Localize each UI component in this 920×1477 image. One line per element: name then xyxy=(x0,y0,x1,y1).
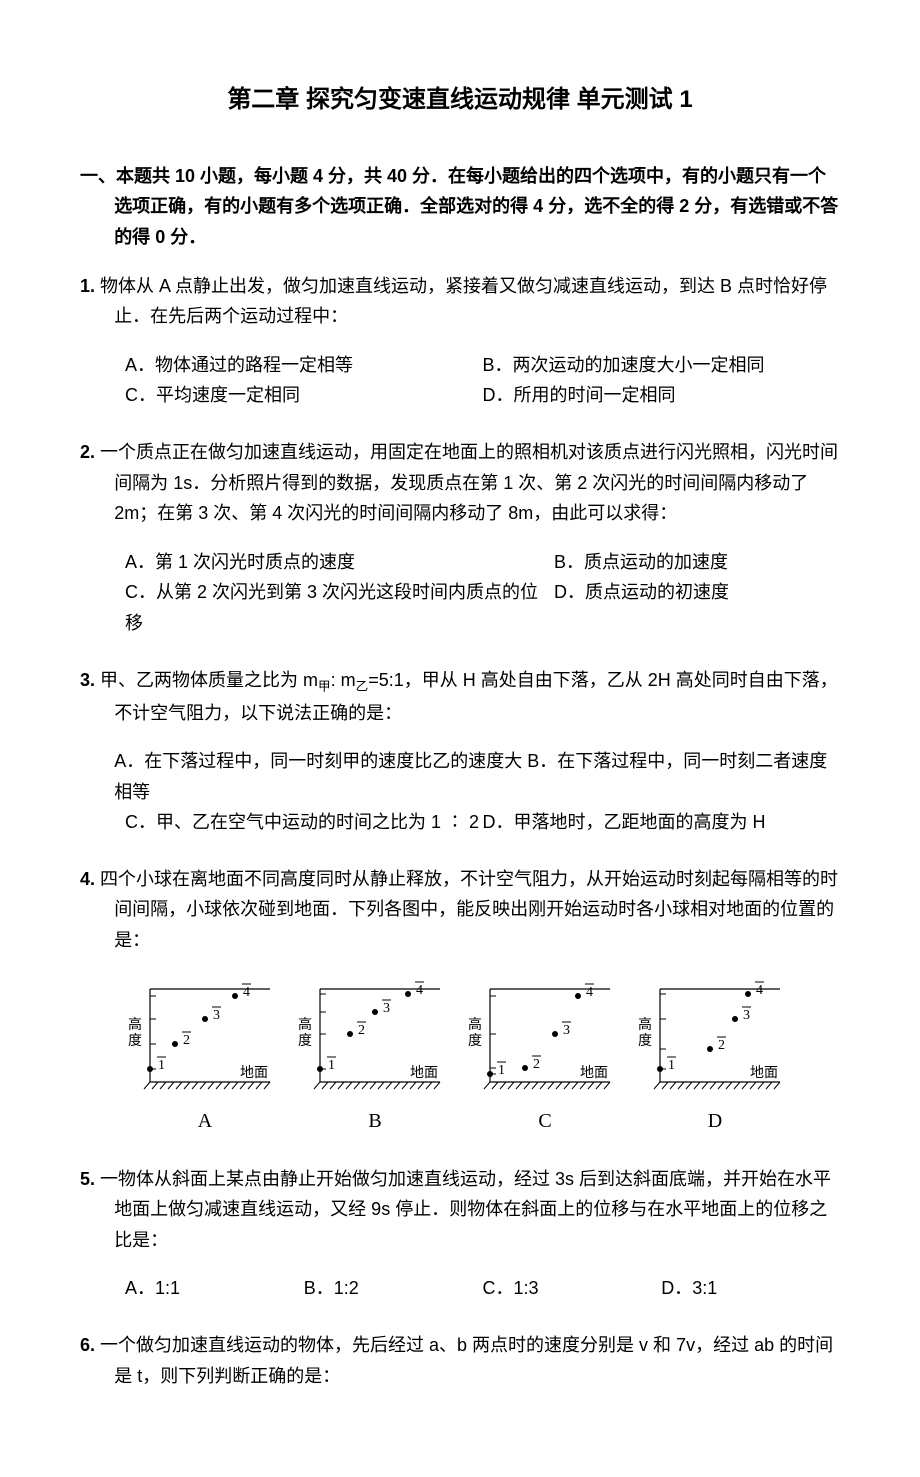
q3-option-a: A．在下落过程中，同一时刻甲的速度比乙的速度大 xyxy=(114,751,522,771)
q6-stem: 6. 一个做匀加速直线运动的物体，先后经过 a、b 两点时的速度分别是 v 和 … xyxy=(114,1330,840,1391)
svg-text:3: 3 xyxy=(743,1008,750,1023)
question-3: 3. 甲、乙两物体质量之比为 m甲: m乙=5:1，甲从 H 高处自由下落，乙从… xyxy=(80,665,840,838)
svg-text:高度: 高度 xyxy=(128,1016,142,1049)
q5-option-a: A．1:1 xyxy=(125,1273,304,1304)
q2-option-c: C．从第 2 次闪光到第 3 次闪光这段时间内质点的位移 xyxy=(125,577,554,638)
q1-option-c: C．平均速度一定相同 xyxy=(125,380,483,411)
q4-panel-a: 高度地面1234A xyxy=(120,974,290,1138)
q1-option-a: A．物体通过的路程一定相等 xyxy=(125,350,483,381)
q2-option-a: A．第 1 次闪光时质点的速度 xyxy=(125,547,554,578)
svg-text:3: 3 xyxy=(213,1008,220,1023)
q4-panel-c: 高度地面1234C xyxy=(460,974,630,1138)
q5-option-b: B．1:2 xyxy=(304,1273,483,1304)
q1-stem: 1. 物体从 A 点静止出发，做匀加速直线运动，紧接着又做匀减速直线运动，到达 … xyxy=(114,271,840,332)
svg-text:地面: 地面 xyxy=(240,1065,268,1081)
q2-option-d: D．质点运动的初速度 xyxy=(554,577,840,638)
q4-panel-b: 高度地面1234B xyxy=(290,974,460,1138)
svg-text:2: 2 xyxy=(718,1038,725,1053)
svg-text:3: 3 xyxy=(383,1001,390,1016)
q5-stem: 5. 一物体从斜面上某点由静止开始做匀加速直线运动，经过 3s 后到达斜面底端，… xyxy=(114,1164,840,1256)
svg-text:4: 4 xyxy=(243,985,250,1000)
svg-text:3: 3 xyxy=(563,1023,570,1038)
question-2: 2. 一个质点正在做匀加速直线运动，用固定在地面上的照相机对该质点进行闪光照相，… xyxy=(80,437,840,639)
svg-text:高度: 高度 xyxy=(298,1016,312,1049)
svg-text:1: 1 xyxy=(158,1058,165,1073)
question-6: 6. 一个做匀加速直线运动的物体，先后经过 a、b 两点时的速度分别是 v 和 … xyxy=(80,1330,840,1391)
svg-text:1: 1 xyxy=(328,1058,335,1073)
svg-text:4: 4 xyxy=(586,985,593,1000)
question-5: 5. 一物体从斜面上某点由静止开始做匀加速直线运动，经过 3s 后到达斜面底端，… xyxy=(80,1164,840,1304)
svg-text:2: 2 xyxy=(183,1033,190,1048)
q4-panel-d: 高度地面1234D xyxy=(630,974,800,1138)
q3-stem: 3. 甲、乙两物体质量之比为 m甲: m乙=5:1，甲从 H 高处自由下落，乙从… xyxy=(114,665,840,729)
question-4: 4. 四个小球在离地面不同高度同时从静止释放，不计空气阻力，从开始运动时刻起每隔… xyxy=(80,864,840,1138)
svg-text:1: 1 xyxy=(668,1058,675,1073)
svg-text:4: 4 xyxy=(416,983,423,998)
svg-text:地面: 地面 xyxy=(750,1065,778,1081)
page-title: 第二章 探究匀变速直线运动规律 单元测试 1 xyxy=(80,80,840,121)
svg-text:1: 1 xyxy=(498,1063,505,1078)
section-instructions: 一、本题共 10 小题，每小题 4 分，共 40 分．在每小题给出的四个选项中，… xyxy=(114,161,840,253)
svg-text:4: 4 xyxy=(756,983,763,998)
svg-text:2: 2 xyxy=(358,1023,365,1038)
q2-option-b: B．质点运动的加速度 xyxy=(554,547,840,578)
svg-text:地面: 地面 xyxy=(580,1065,608,1081)
q3-option-c: C．甲、乙在空气中运动的时间之比为 1 ∶ 2 xyxy=(125,807,483,838)
svg-text:地面: 地面 xyxy=(410,1065,438,1081)
question-1: 1. 物体从 A 点静止出发，做匀加速直线运动，紧接着又做匀减速直线运动，到达 … xyxy=(80,271,840,411)
q5-option-c: C．1:3 xyxy=(483,1273,662,1304)
q2-stem: 2. 一个质点正在做匀加速直线运动，用固定在地面上的照相机对该质点进行闪光照相，… xyxy=(114,437,840,529)
q4-stem: 4. 四个小球在离地面不同高度同时从静止释放，不计空气阻力，从开始运动时刻起每隔… xyxy=(114,864,840,956)
svg-text:高度: 高度 xyxy=(468,1016,482,1049)
q4-diagrams: 高度地面1234A 高度地面1234B 高度地面1234C 高度地面1234D xyxy=(80,974,840,1138)
q3-option-d: D．甲落地时，乙距地面的高度为 H xyxy=(483,807,841,838)
q1-option-d: D．所用的时间一定相同 xyxy=(483,380,841,411)
svg-text:高度: 高度 xyxy=(638,1016,652,1049)
svg-text:2: 2 xyxy=(533,1057,540,1072)
q5-option-d: D．3:1 xyxy=(661,1273,840,1304)
q1-option-b: B．两次运动的加速度大小一定相同 xyxy=(483,350,841,381)
